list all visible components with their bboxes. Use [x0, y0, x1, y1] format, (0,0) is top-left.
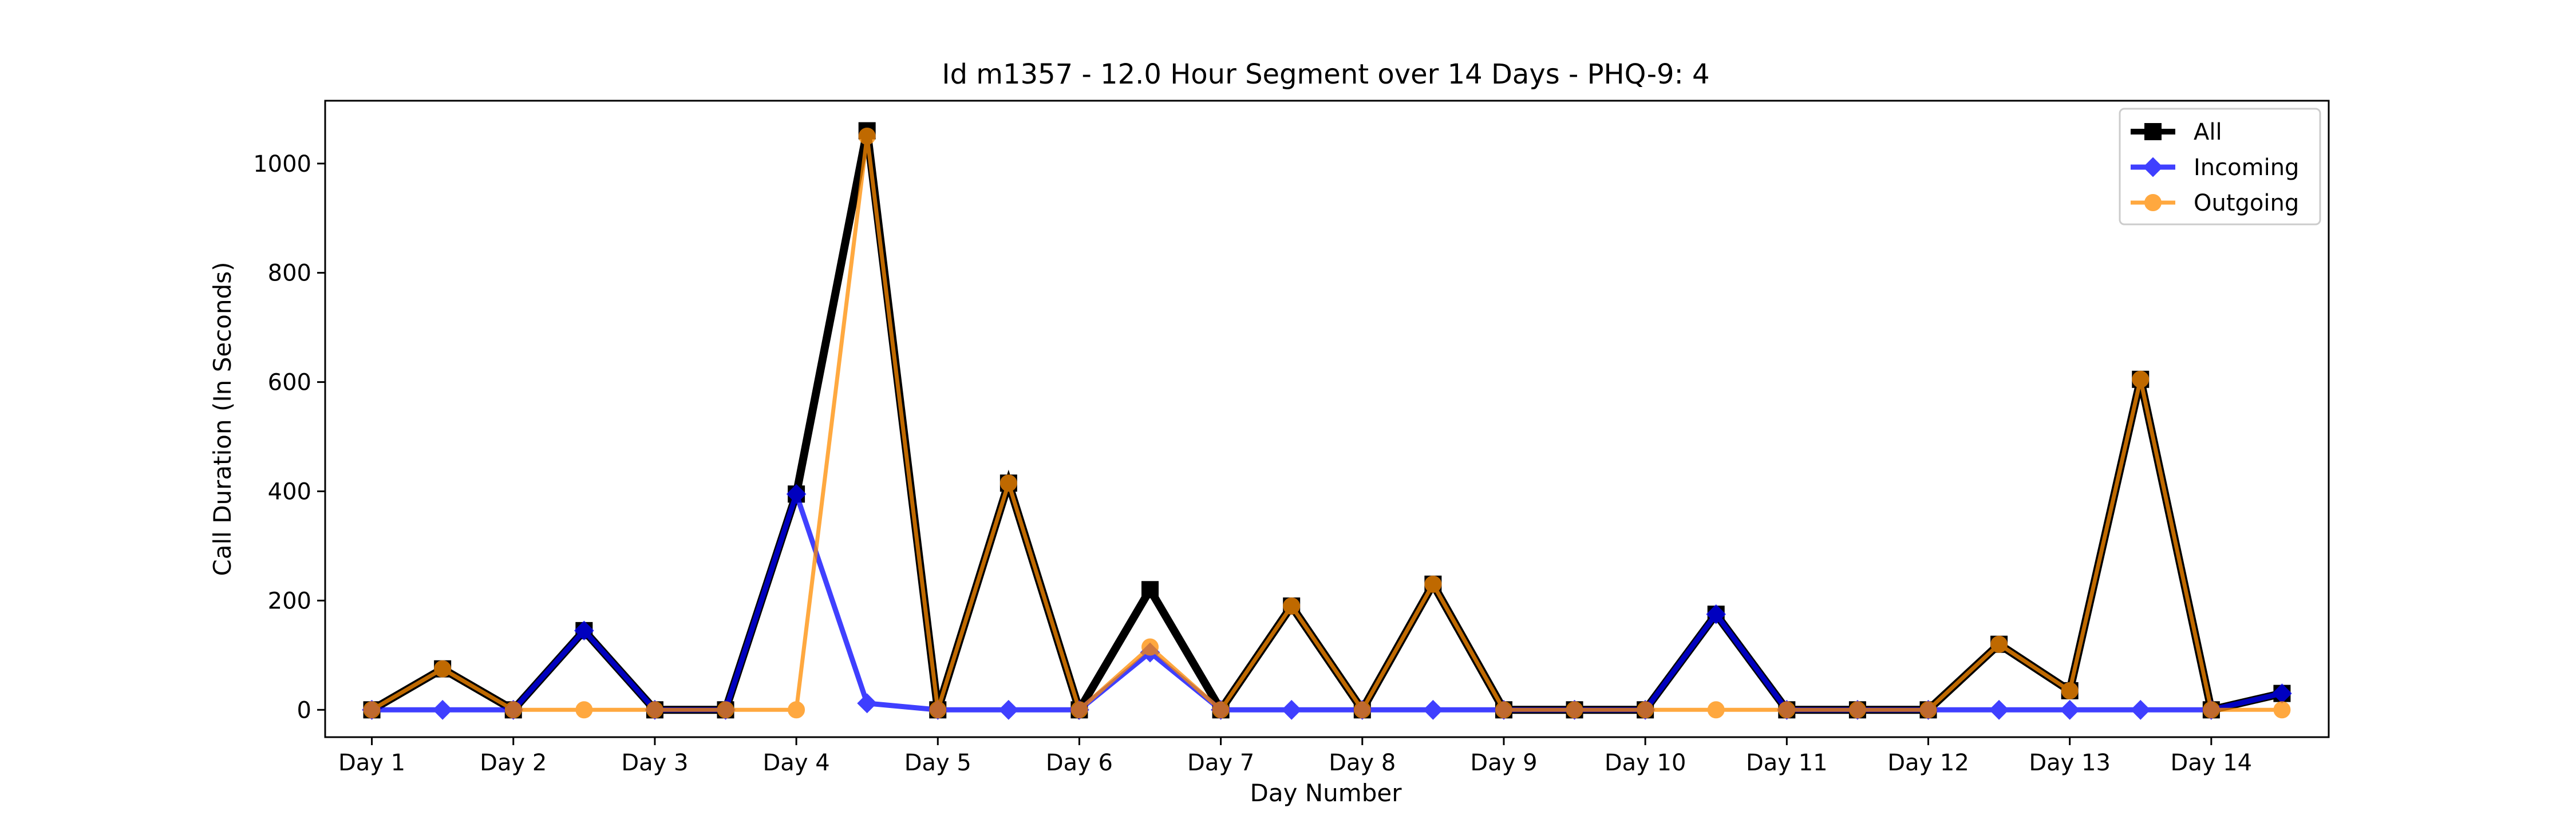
x-tick-label: Day 10 [1605, 750, 1686, 776]
data-point [1424, 575, 1442, 593]
x-tick-label: Day 1 [338, 750, 405, 776]
legend-marker [2144, 123, 2162, 140]
data-point [1212, 701, 1230, 719]
x-tick-label: Day 7 [1187, 750, 1254, 776]
series-outgoing [363, 128, 2291, 719]
data-point [717, 701, 734, 719]
data-point [1353, 701, 1371, 719]
data-point [434, 660, 452, 678]
data-point [504, 701, 522, 719]
data-point [2132, 370, 2150, 388]
data-point [1423, 699, 1443, 720]
data-point [788, 701, 805, 719]
x-tick-label: Day 9 [1470, 750, 1537, 776]
data-point [1637, 701, 1654, 719]
data-point [1141, 638, 1159, 656]
data-point [2202, 701, 2220, 719]
data-point [363, 701, 381, 719]
data-point [929, 701, 947, 719]
x-tick-label: Day 6 [1046, 750, 1113, 776]
legend-box [2119, 108, 2321, 225]
data-point [1919, 701, 1937, 719]
x-tick-label: Day 8 [1329, 750, 1396, 776]
data-point [1566, 701, 1583, 719]
data-point [1848, 701, 1866, 719]
x-tick-label: Day 4 [763, 750, 830, 776]
data-point [857, 693, 878, 714]
legend-entry [2131, 157, 2175, 177]
data-point [575, 701, 593, 719]
legend: All Incoming Outgoing [2119, 108, 2321, 225]
plot-area [324, 100, 2330, 738]
legend-label: Incoming [2194, 155, 2299, 181]
data-point [1706, 604, 1726, 624]
x-axis-label: Day Number [1250, 779, 1402, 807]
legend-label: Outgoing [2194, 190, 2299, 216]
data-point [2060, 699, 2080, 720]
data-point [999, 474, 1017, 492]
y-axis: 0 200 400 600 800 1000 [253, 151, 325, 723]
chart-title: Id m1357 - 12.0 Hour Segment over 14 Day… [942, 58, 1709, 90]
x-tick-label: Day 5 [904, 750, 971, 776]
data-point [1778, 701, 1796, 719]
data-point [1990, 635, 2008, 653]
y-tick-label: 200 [268, 588, 311, 614]
x-tick-label: Day 13 [2029, 750, 2111, 776]
x-tick-label: Day 11 [1746, 750, 1828, 776]
data-point [646, 701, 663, 719]
legend-entry [2131, 123, 2175, 140]
legend-label: All [2194, 119, 2222, 145]
data-point [574, 620, 594, 641]
y-tick-label: 0 [297, 697, 311, 723]
data-point [1283, 597, 1301, 615]
legend-marker [2143, 157, 2163, 177]
legend-entry [2131, 194, 2175, 211]
y-tick-label: 400 [268, 478, 311, 505]
legend-marker [2144, 194, 2162, 211]
data-point [998, 699, 1019, 720]
y-tick-label: 800 [268, 260, 311, 287]
y-tick-label: 600 [268, 370, 311, 396]
y-tick-label: 1000 [253, 151, 311, 177]
x-tick-label: Day 2 [480, 750, 547, 776]
y-axis-label: Call Duration (In Seconds) [208, 262, 236, 576]
data-point [1707, 701, 1725, 719]
data-point [786, 484, 807, 504]
data-point [1989, 699, 2009, 720]
data-point [858, 128, 876, 145]
data-point [2130, 699, 2151, 720]
series-layer [362, 122, 2292, 720]
data-point [2061, 682, 2079, 699]
data-point [1281, 699, 1302, 720]
data-point [1070, 701, 1088, 719]
x-tick-label: Day 14 [2171, 750, 2253, 776]
data-point [432, 699, 453, 720]
series-line [370, 136, 2282, 714]
x-tick-label: Day 12 [1887, 750, 1969, 776]
x-tick-label: Day 3 [621, 750, 688, 776]
x-axis: Day 1 Day 2 Day 3 Day 4 Day 5 Day 6 Day 7 Day 8… [338, 737, 2252, 776]
data-point [1495, 701, 1512, 719]
data-point [1141, 581, 1159, 599]
data-point [2273, 701, 2291, 719]
